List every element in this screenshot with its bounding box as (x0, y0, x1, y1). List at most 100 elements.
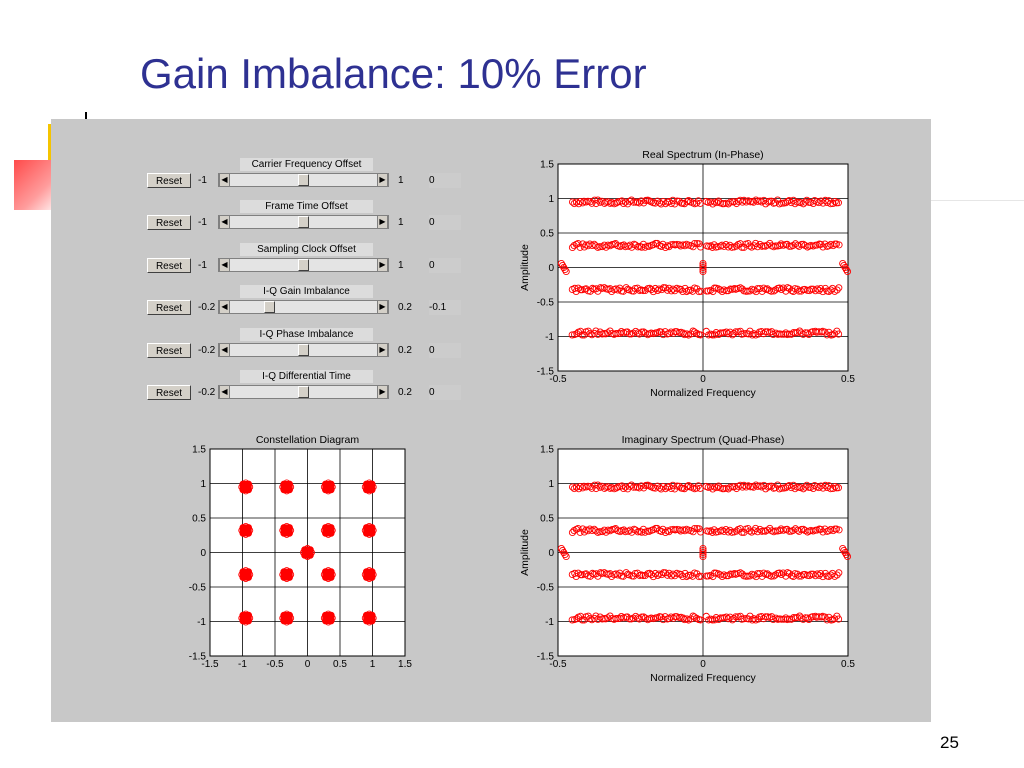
data-point (815, 199, 823, 207)
slider-left-arrow-icon[interactable]: ◀ (219, 301, 230, 314)
slider-thumb[interactable] (298, 174, 309, 186)
data-point (748, 482, 756, 490)
data-point (730, 330, 738, 338)
x-tick-label: 0 (305, 659, 311, 670)
control-title: I-Q Gain Imbalance (240, 285, 373, 299)
slider-thumb[interactable] (298, 386, 309, 398)
slider-right-arrow-icon[interactable]: ▶ (377, 258, 388, 271)
slider-right-arrow-icon[interactable]: ▶ (377, 301, 388, 314)
slider-track[interactable]: ◀ ▶ (218, 173, 389, 187)
slider-thumb[interactable] (298, 216, 309, 229)
data-point (610, 240, 618, 248)
data-point (621, 483, 629, 491)
y-axis-label: Amplitude (519, 529, 531, 576)
data-point (750, 483, 758, 491)
slider-track[interactable]: ◀ ▶ (218, 342, 389, 357)
slider-left-arrow-icon[interactable]: ◀ (219, 343, 230, 356)
slider-left-arrow-icon[interactable]: ◀ (219, 174, 230, 186)
data-point (733, 242, 741, 250)
data-point (600, 199, 609, 207)
reset-button[interactable]: Reset (147, 300, 191, 316)
data-point (699, 265, 707, 274)
data-point (632, 241, 640, 249)
data-point (573, 615, 581, 623)
plot-title: Imaginary Spectrum (Quad-Phase) (622, 434, 785, 446)
slider-min-label: -0.2 (198, 300, 218, 316)
data-point (839, 544, 847, 553)
data-point (696, 331, 705, 339)
slider-right-arrow-icon[interactable]: ▶ (377, 174, 388, 186)
data-point (783, 330, 791, 339)
slider-left-arrow-icon[interactable]: ◀ (219, 216, 230, 229)
data-point (840, 261, 848, 270)
data-point (579, 199, 587, 207)
data-point (619, 199, 628, 208)
slider-thumb[interactable] (298, 258, 309, 271)
data-point (799, 330, 807, 338)
slider-value-display: -0.1 (429, 300, 461, 316)
data-point (785, 197, 793, 205)
slider-max-label: 0.2 (398, 300, 424, 316)
data-point (619, 484, 628, 493)
y-tick-label: 1.5 (192, 445, 206, 456)
data-point (368, 480, 376, 488)
data-point (286, 524, 293, 532)
x-tick-label: -0.5 (549, 659, 567, 670)
data-point (577, 327, 585, 335)
slider-track[interactable]: ◀ ▶ (218, 385, 389, 399)
x-tick-label: -0.5 (549, 374, 567, 385)
y-tick-label: 0 (200, 548, 206, 559)
y-tick-label: -0.5 (537, 298, 555, 309)
data-point (625, 615, 634, 623)
data-point (740, 330, 748, 338)
data-point (756, 482, 764, 490)
data-point (740, 481, 748, 489)
data-point (724, 615, 732, 623)
slider-thumb[interactable] (298, 343, 309, 356)
reset-button[interactable]: Reset (147, 257, 191, 273)
data-point (709, 485, 717, 493)
data-point (644, 616, 652, 624)
data-point (630, 483, 638, 491)
data-point (580, 243, 588, 251)
reset-button[interactable]: Reset (147, 385, 191, 400)
slider-left-arrow-icon[interactable]: ◀ (219, 386, 230, 398)
slider-right-arrow-icon[interactable]: ▶ (377, 216, 388, 229)
data-point (614, 286, 622, 294)
reset-button[interactable]: Reset (147, 215, 191, 231)
data-point (724, 287, 732, 295)
data-point (778, 330, 786, 338)
data-point (770, 287, 778, 295)
data-point (568, 616, 576, 624)
y-tick-label: 1.5 (540, 445, 554, 456)
data-point (635, 484, 643, 492)
slider-max-label: 1 (398, 173, 424, 188)
data-point (602, 243, 610, 251)
data-point (696, 616, 705, 624)
slider-track[interactable]: ◀ ▶ (218, 257, 389, 272)
data-point (621, 198, 629, 206)
data-point (627, 196, 636, 204)
slider-left-arrow-icon[interactable]: ◀ (219, 258, 230, 271)
data-point (748, 197, 756, 205)
slider-track[interactable]: ◀ ▶ (218, 300, 389, 315)
slider-track[interactable]: ◀ ▶ (218, 215, 389, 230)
data-point (831, 198, 839, 206)
data-point (579, 484, 587, 492)
data-point (588, 569, 597, 577)
data-point (829, 484, 837, 493)
reset-button[interactable]: Reset (147, 342, 191, 358)
data-point (794, 526, 802, 534)
slider-thumb[interactable] (264, 301, 275, 314)
reset-button[interactable]: Reset (147, 173, 191, 188)
data-point (726, 526, 734, 534)
data-point (639, 571, 647, 580)
imaginary-spectrum-plot: -0.5 0 0.5 1.5 1 0.5 0 -0.5 -1 -1.5 Imaginary Spec… (519, 434, 855, 684)
y-tick-label: 1 (548, 479, 554, 490)
slider-right-arrow-icon[interactable]: ▶ (377, 343, 388, 356)
slider-max-label: 0.2 (398, 385, 424, 400)
data-point (829, 199, 837, 208)
data-point (783, 615, 791, 624)
slider-right-arrow-icon[interactable]: ▶ (377, 386, 388, 398)
data-point (799, 615, 807, 623)
